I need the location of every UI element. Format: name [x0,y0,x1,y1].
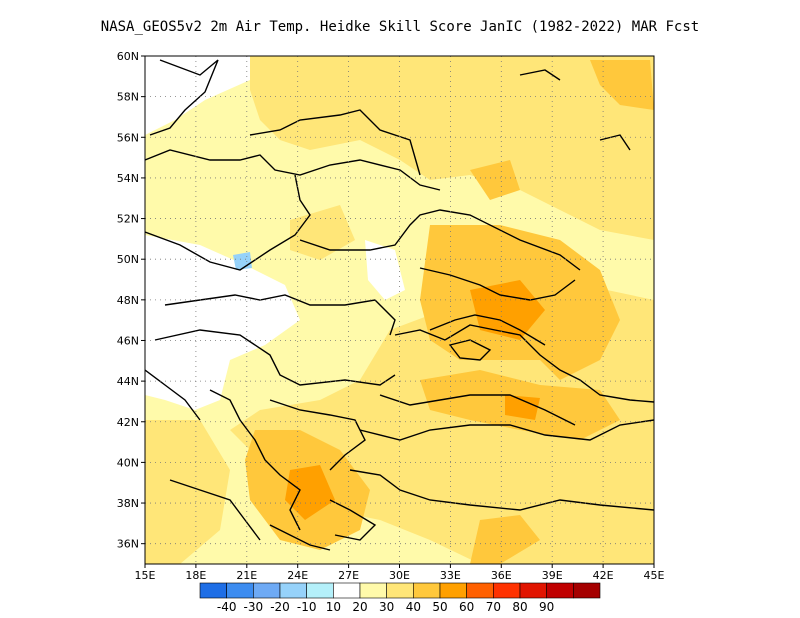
y-tick-label: 36N [117,538,139,551]
x-tick-label: 21E [236,569,257,582]
x-tick-label: 42E [593,569,614,582]
colorbar-label: -40 [217,600,237,614]
colorbar-swatch [333,582,361,599]
colorbar-label: 20 [352,600,367,614]
colorbar-swatch [546,582,574,599]
y-tick-label: 54N [117,172,139,185]
colorbar-labels: -40 -30 -20 -10 10 20 30 40 50 60 70 80 90 [217,600,554,614]
colorbar-label: -10 [297,600,317,614]
x-tick-labels: 15E 18E 21E 24E 27E 30E 33E 36E 39E 42E 45E [135,564,665,582]
colorbar-swatch [493,582,521,599]
colorbar-label: -20 [270,600,290,614]
y-tick-label: 56N [117,131,139,144]
coastlines-and-borders [145,59,654,551]
map-title: NASA_GEOS5v2 2m Air Temp. Heidke Skill S… [100,19,700,35]
colorbar-swatch [279,582,307,599]
x-tick-label: 33E [440,569,461,582]
y-tick-label: 42N [117,416,139,429]
y-tick-label: 60N [117,50,139,63]
colorbar-swatch [413,582,441,599]
colorbar-label: 50 [432,600,447,614]
y-tick-label: 52N [117,213,139,226]
y-tick-label: 48N [117,294,139,307]
colorbar-swatch [306,582,334,599]
colorbar [199,582,601,599]
y-tick-label: 44N [117,375,139,388]
x-tick-label: 24E [287,569,308,582]
y-tick-label: 46N [117,334,139,347]
x-tick-label: 27E [338,569,359,582]
colorbar-label: 90 [539,600,554,614]
colorbar-swatch [573,582,601,599]
colorbar-swatch [386,582,414,599]
colorbar-label: 10 [326,600,341,614]
y-tick-label: 38N [117,497,139,510]
y-tick-labels: 36N 38N 40N 42N 44N 46N 48N 50N 52N 54N 56N 58N 60N [117,50,145,551]
skill-score-field [145,56,654,564]
colorbar-swatch [466,582,494,599]
colorbar-swatch [519,582,547,599]
x-tick-label: 18E [185,569,206,582]
colorbar-swatch [439,582,467,599]
colorbar-swatch [199,582,227,599]
y-tick-label: 58N [117,91,139,104]
colorbar-label: -30 [244,600,264,614]
x-tick-label: 45E [644,569,665,582]
colorbar-label: 70 [486,600,501,614]
colorbar-swatch [359,582,387,599]
y-tick-label: 50N [117,253,139,266]
x-tick-label: 36E [491,569,512,582]
colorbar-label: 60 [459,600,474,614]
colorbar-swatch [253,582,281,599]
colorbar-label: 40 [406,600,421,614]
x-tick-label: 15E [135,569,156,582]
x-tick-label: 39E [542,569,563,582]
y-tick-label: 40N [117,456,139,469]
colorbar-label: 30 [379,600,394,614]
x-tick-label: 30E [389,569,410,582]
colorbar-swatch [226,582,254,599]
colorbar-label: 80 [512,600,527,614]
